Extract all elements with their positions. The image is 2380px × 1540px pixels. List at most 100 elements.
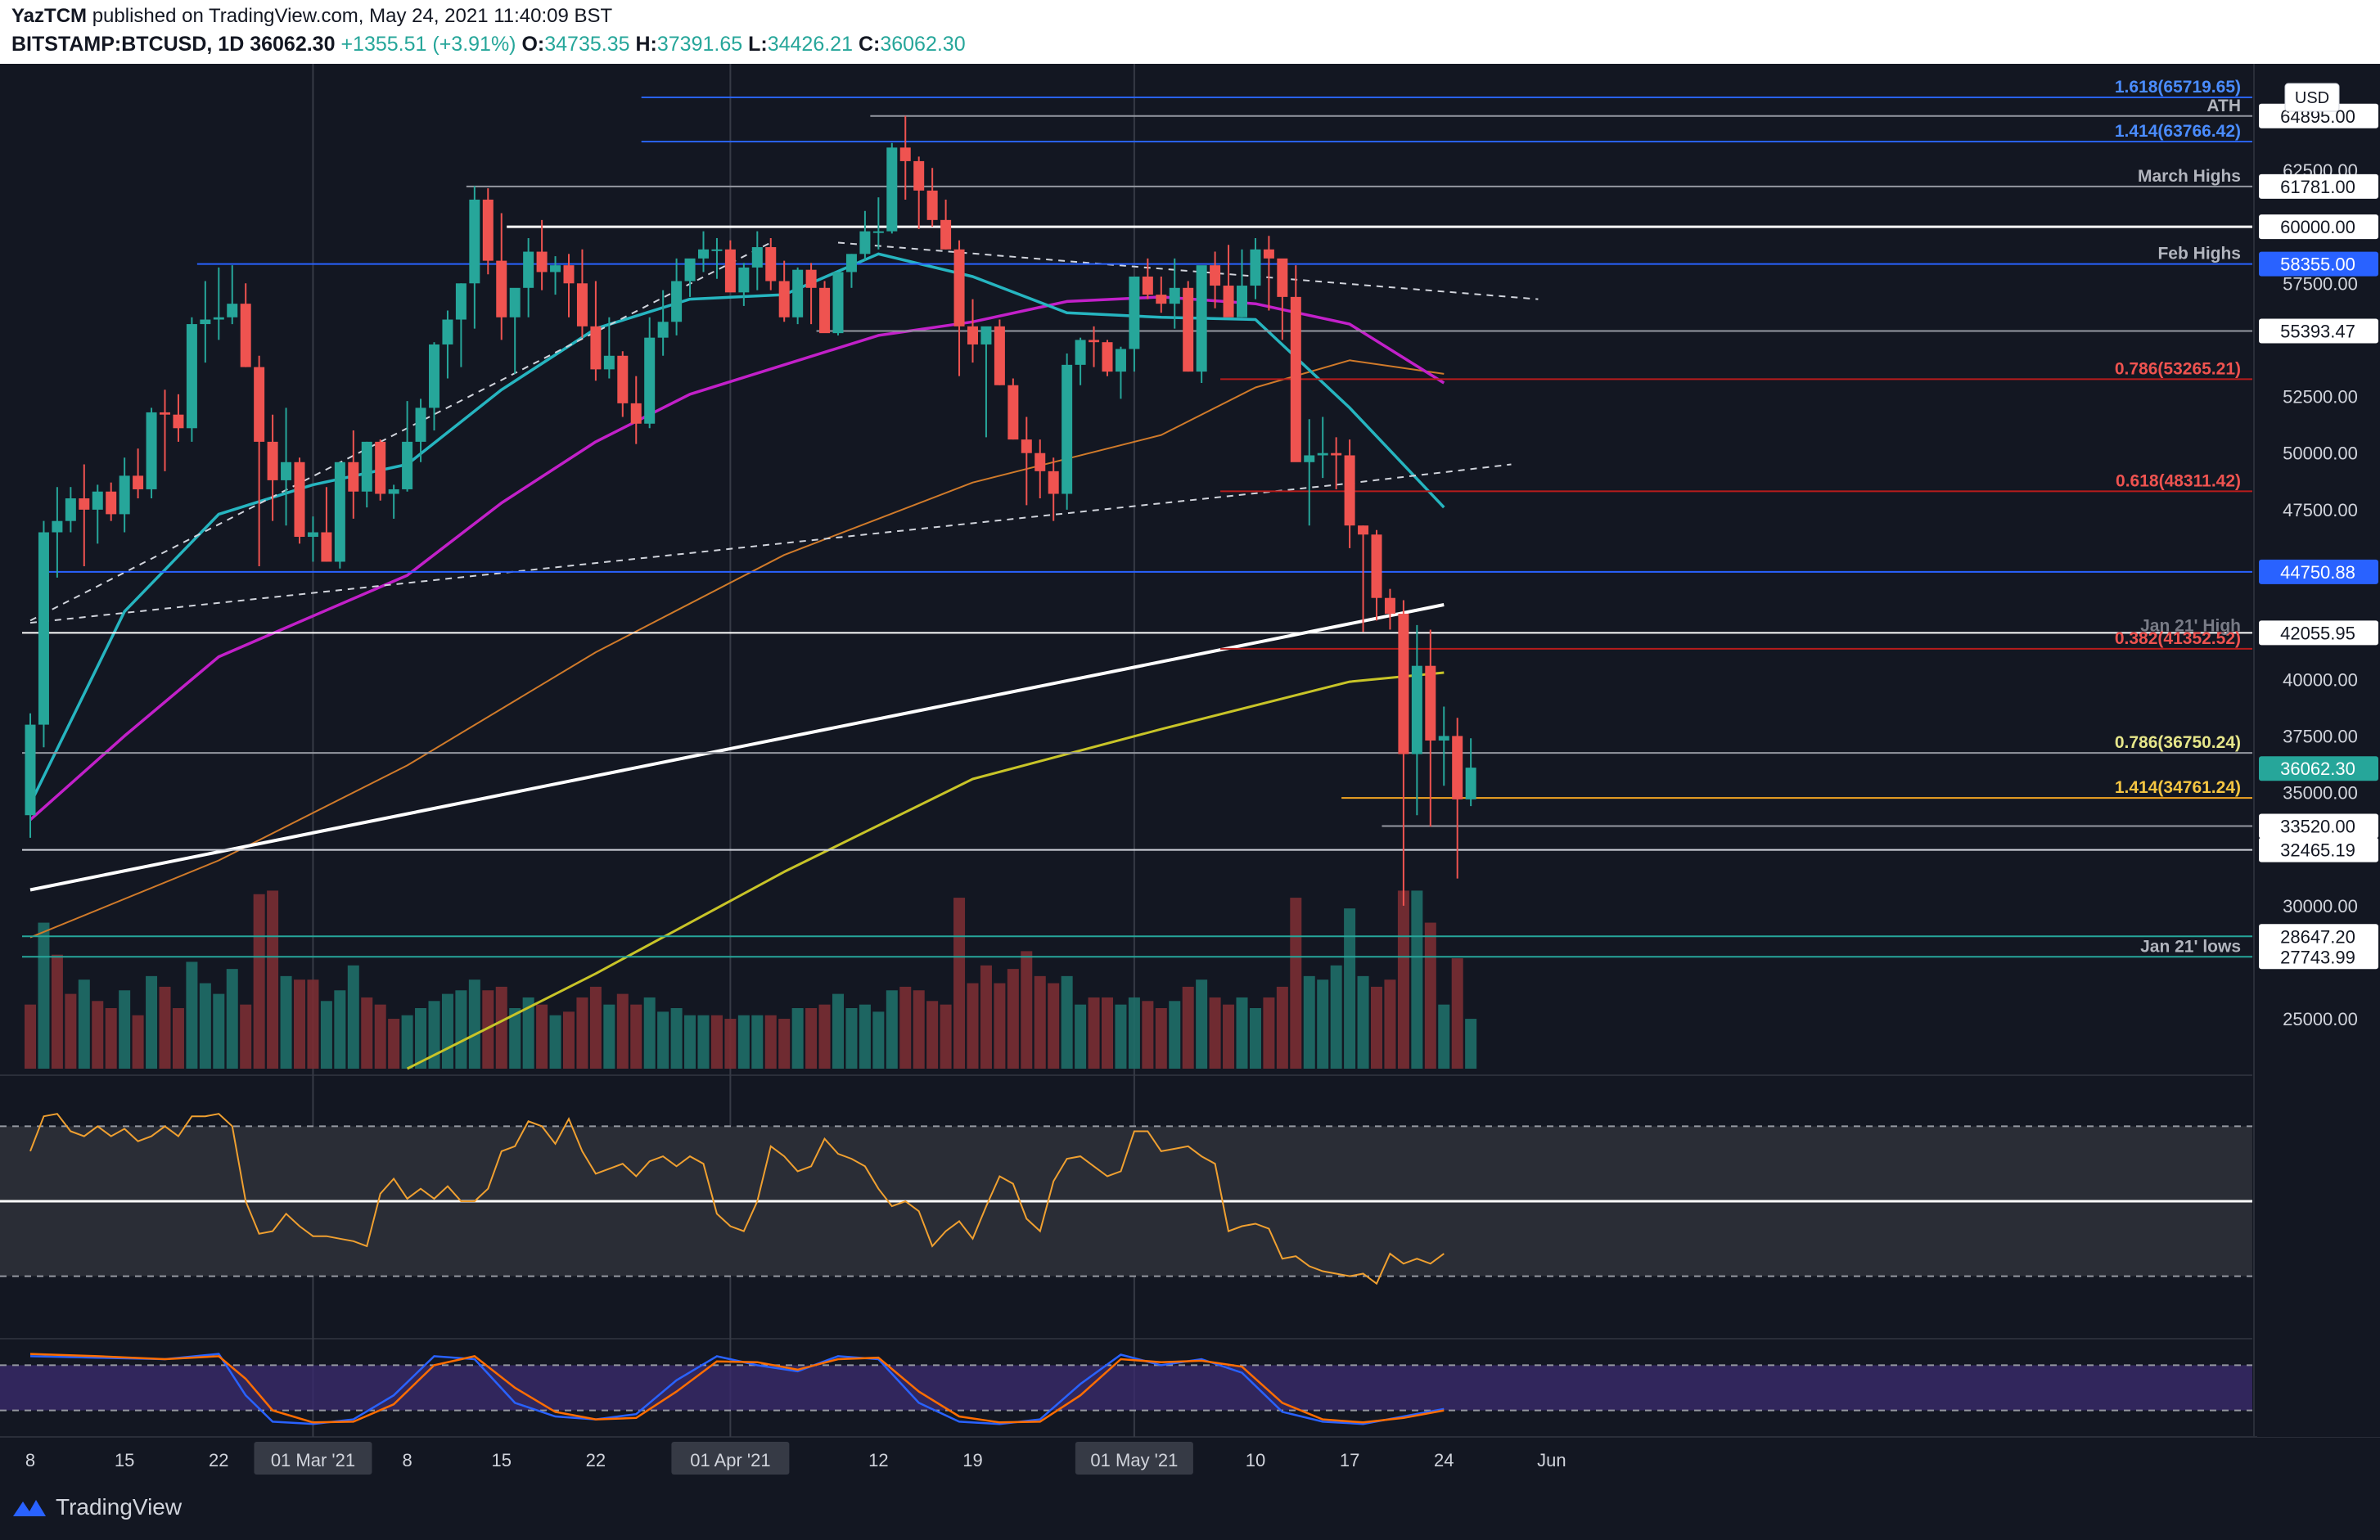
price-badge-label: 44750.88 bbox=[2280, 562, 2355, 583]
ema200-line bbox=[406, 671, 1445, 1070]
symbol-label[interactable]: BITSTAMP:BTCUSD, 1D bbox=[11, 33, 245, 56]
time-tick-label: 15 bbox=[115, 1450, 134, 1470]
candle-body bbox=[1223, 286, 1234, 317]
candle-body bbox=[227, 304, 238, 317]
volume-bar bbox=[65, 993, 77, 1069]
time-tick-label: 19 bbox=[962, 1450, 982, 1470]
candle-body bbox=[617, 355, 629, 403]
volume-bar bbox=[630, 1004, 642, 1069]
price-tick-label: 57500.00 bbox=[2283, 273, 2358, 294]
high-label: H: bbox=[635, 33, 657, 56]
price-badge bbox=[2259, 944, 2378, 970]
tradingview-brand[interactable]: TradingView bbox=[11, 1494, 182, 1520]
volume-bar bbox=[859, 1004, 871, 1069]
candle-body bbox=[926, 190, 938, 220]
volume-bar bbox=[805, 1008, 818, 1069]
candle-body bbox=[267, 441, 278, 480]
volume-bar bbox=[1249, 1008, 1261, 1069]
candle-body bbox=[1183, 287, 1194, 372]
currency-badge[interactable]: USD bbox=[2284, 83, 2340, 112]
volume-bar bbox=[913, 990, 925, 1069]
volume-bar bbox=[563, 1011, 575, 1069]
candle-body bbox=[482, 199, 494, 261]
candle-body bbox=[1465, 768, 1476, 799]
candle-body bbox=[698, 249, 709, 259]
candle-body bbox=[1115, 349, 1126, 372]
volume-bar bbox=[51, 954, 63, 1069]
stoch-band bbox=[0, 1365, 2252, 1411]
candle-body bbox=[913, 160, 925, 191]
candle-body bbox=[953, 249, 965, 326]
open-label: O: bbox=[521, 33, 545, 56]
volume-bar bbox=[401, 1015, 413, 1069]
time-tick-label: Jun bbox=[1537, 1450, 1566, 1470]
stoch-rsi-pane[interactable]: 100.000.00 bbox=[0, 1340, 2348, 1436]
price-badge bbox=[2259, 813, 2378, 839]
candle-body bbox=[173, 414, 184, 429]
volume-bar bbox=[280, 975, 292, 1069]
volume-bar bbox=[953, 898, 966, 1069]
volume-bar bbox=[105, 1008, 117, 1069]
volume-bar bbox=[818, 1004, 831, 1069]
candle-body bbox=[455, 283, 467, 320]
candle-body bbox=[200, 319, 211, 325]
price-badge-label: 27743.99 bbox=[2280, 947, 2355, 967]
candle-body bbox=[133, 475, 144, 489]
candle-body bbox=[388, 489, 399, 494]
price-chart[interactable]: 1.618(65719.65)ATH 1.414(63766.42) March H… bbox=[0, 64, 2380, 1483]
level-label: Feb Highs bbox=[2157, 245, 2241, 263]
candle-body bbox=[886, 147, 898, 232]
candle-body bbox=[1048, 471, 1059, 494]
volume-bar bbox=[589, 986, 602, 1069]
candle-body bbox=[321, 532, 332, 562]
price-badge bbox=[2259, 318, 2378, 344]
candle-body bbox=[509, 287, 521, 317]
candle-body bbox=[832, 272, 844, 334]
volume-bar bbox=[657, 1011, 669, 1069]
time-tick-label: 8 bbox=[402, 1450, 412, 1470]
volume-bar bbox=[226, 969, 238, 1069]
volume-bar bbox=[347, 965, 359, 1069]
price-tick-label: 25000.00 bbox=[2283, 1009, 2358, 1029]
price-tick-label: 35000.00 bbox=[2283, 783, 2358, 804]
close-value: 36062.30 bbox=[880, 33, 966, 56]
time-tick-label: 12 bbox=[868, 1450, 888, 1470]
volume-bar bbox=[549, 1015, 561, 1069]
volume-bar bbox=[1075, 1004, 1087, 1069]
volume-bar bbox=[845, 1008, 858, 1069]
volume-bar bbox=[92, 1001, 104, 1069]
volume-bar bbox=[1061, 975, 1073, 1069]
trendline bbox=[29, 603, 1445, 892]
candle-body bbox=[334, 462, 345, 562]
volume-bar bbox=[832, 993, 844, 1069]
volume-bar bbox=[643, 997, 656, 1069]
volume-bar bbox=[1424, 922, 1436, 1069]
candle-body bbox=[1425, 665, 1436, 741]
volume-bar bbox=[872, 1011, 885, 1069]
candle-body bbox=[281, 462, 292, 480]
grid bbox=[0, 64, 2380, 1438]
candle-body bbox=[160, 412, 170, 415]
volume-bar bbox=[78, 979, 90, 1069]
candle-body bbox=[1034, 453, 1046, 471]
volume-bar bbox=[994, 983, 1006, 1069]
volume-bar bbox=[25, 1004, 36, 1069]
time-axis[interactable]: 8 15 22 01 Mar '21 8 15 22 01 Apr '21 12 19 01 May… bbox=[0, 1438, 2252, 1483]
horizontal-levels: 1.618(65719.65)ATH 1.414(63766.42) March H… bbox=[22, 78, 2252, 958]
publisher-line: YazTCM published on TradingView.com, May… bbox=[11, 5, 612, 28]
candle-body bbox=[603, 355, 615, 370]
publisher-name[interactable]: YazTCM bbox=[11, 5, 88, 27]
candle-body bbox=[684, 258, 696, 281]
price-axis[interactable]: 62500.0057500.0052500.0050000.0047500.00… bbox=[2257, 64, 2380, 1437]
volume-bar bbox=[899, 986, 912, 1069]
price-badge bbox=[2259, 214, 2378, 240]
volume-bar bbox=[38, 922, 50, 1069]
volume-bar bbox=[576, 997, 588, 1069]
volume-bar bbox=[213, 993, 225, 1069]
candle-body bbox=[778, 281, 790, 317]
close-label: C: bbox=[858, 33, 881, 56]
volume-bar bbox=[791, 1008, 804, 1069]
stoch-d-line bbox=[29, 1353, 1445, 1424]
candle-body bbox=[1210, 265, 1221, 286]
